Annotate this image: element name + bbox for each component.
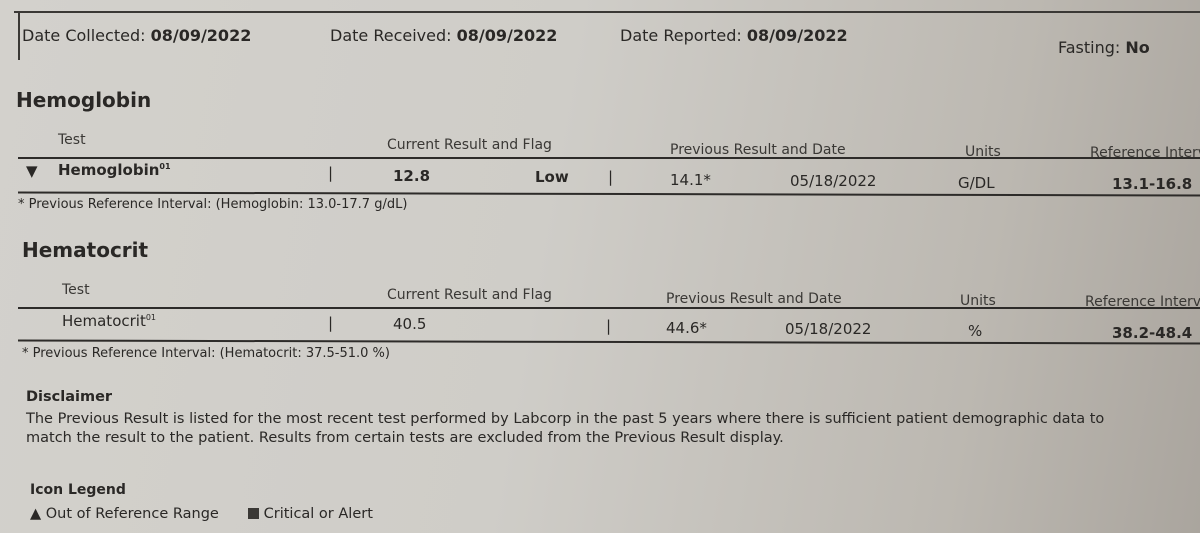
table-rule <box>17 339 1200 345</box>
test-name: Hemoglobin01 <box>58 161 171 179</box>
fasting: Fasting: No <box>1058 38 1150 57</box>
section-title-hematocrit: Hematocrit <box>22 238 149 262</box>
date-collected: Date Collected: 08/09/2022 <box>22 26 252 45</box>
table-rule <box>17 191 1200 197</box>
top-border <box>14 11 1200 13</box>
previous-result: 44.6* <box>666 319 707 337</box>
col-units: Units <box>965 144 1001 160</box>
reference-interval: 38.2-48.4 <box>1112 324 1193 342</box>
legend-title: Icon Legend <box>30 482 126 498</box>
date-received: Date Received: 08/09/2022 <box>330 26 558 45</box>
square-icon <box>248 508 259 519</box>
divider: | <box>608 168 614 186</box>
divider: | <box>328 314 334 332</box>
legend-item-out-of-range: ▲ Out of Reference Range <box>30 506 219 522</box>
current-result: 40.5 <box>393 315 427 333</box>
col-current: Current Result and Flag <box>387 137 552 153</box>
footnote: * Previous Reference Interval: (Hemoglob… <box>18 197 408 212</box>
col-previous: Previous Result and Date <box>666 291 842 307</box>
left-border <box>18 12 20 60</box>
low-indicator-icon: ▼ <box>26 162 38 180</box>
col-previous: Previous Result and Date <box>670 142 846 158</box>
table-rule <box>18 307 1200 309</box>
legend-item-critical: Critical or Alert <box>248 506 373 522</box>
previous-result: 14.1* <box>670 171 711 189</box>
disclaimer-title: Disclaimer <box>26 389 113 405</box>
test-name: Hematocrit01 <box>62 312 157 330</box>
result-flag: Low <box>535 168 569 186</box>
col-reference: Reference Interval <box>1085 294 1200 310</box>
units: G/DL <box>958 174 995 192</box>
divider: | <box>606 317 612 335</box>
disclaimer-line: The Previous Result is listed for the mo… <box>26 411 1105 427</box>
table-rule <box>18 157 1200 159</box>
col-test: Test <box>62 282 90 298</box>
disclaimer-line: match the result to the patient. Results… <box>26 430 784 446</box>
current-result: 12.8 <box>393 167 431 185</box>
col-test: Test <box>58 132 86 148</box>
date-reported: Date Reported: 08/09/2022 <box>620 26 848 45</box>
previous-date: 05/18/2022 <box>785 320 872 338</box>
units: % <box>968 322 983 340</box>
col-units: Units <box>960 293 996 309</box>
triangle-icon: ▲ <box>30 506 42 522</box>
footnote: * Previous Reference Interval: (Hematocr… <box>22 346 390 361</box>
divider: | <box>328 164 334 182</box>
reference-interval: 13.1-16.8 <box>1112 175 1193 193</box>
previous-date: 05/18/2022 <box>790 172 877 190</box>
section-title-hemoglobin: Hemoglobin <box>16 88 152 112</box>
col-current: Current Result and Flag <box>387 287 552 303</box>
